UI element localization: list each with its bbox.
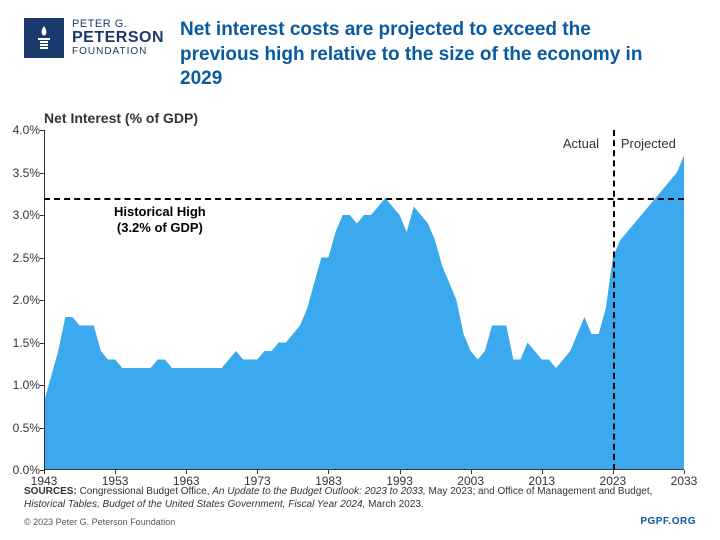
footer: SOURCES: Congressional Budget Office, An… bbox=[24, 485, 696, 528]
logo-torch-icon bbox=[24, 18, 64, 58]
y-tick-label: 2.0% bbox=[2, 293, 40, 307]
y-tick-label: 3.0% bbox=[2, 208, 40, 222]
x-tick-mark bbox=[115, 470, 116, 474]
y-tick-label: 3.5% bbox=[2, 166, 40, 180]
historical-high-line bbox=[44, 198, 684, 200]
sources-italic-2: Historical Tables, Budget of the United … bbox=[24, 499, 365, 510]
projected-label: Projected bbox=[621, 136, 676, 151]
copyright: © 2023 Peter G. Peterson Foundation bbox=[24, 516, 696, 528]
x-tick-mark bbox=[542, 470, 543, 474]
y-tick-label: 4.0% bbox=[2, 123, 40, 137]
y-tick-mark bbox=[40, 258, 44, 259]
x-tick-mark bbox=[400, 470, 401, 474]
y-tick-mark bbox=[40, 215, 44, 216]
y-tick-mark bbox=[40, 173, 44, 174]
x-tick-mark bbox=[257, 470, 258, 474]
x-tick-mark bbox=[613, 470, 614, 474]
y-tick-mark bbox=[40, 385, 44, 386]
x-axis-line bbox=[44, 469, 684, 470]
x-tick-mark bbox=[328, 470, 329, 474]
x-tick-mark bbox=[471, 470, 472, 474]
y-tick-label: 1.5% bbox=[2, 336, 40, 350]
y-tick-label: 1.0% bbox=[2, 378, 40, 392]
x-tick-mark bbox=[186, 470, 187, 474]
x-tick-mark bbox=[684, 470, 685, 474]
y-tick-mark bbox=[40, 343, 44, 344]
footer-url: PGPF.ORG bbox=[640, 515, 696, 529]
logo-text: PETER G. PETERSON FOUNDATION bbox=[72, 19, 164, 58]
y-tick-label: 0.5% bbox=[2, 421, 40, 435]
sources-label: SOURCES: bbox=[24, 486, 77, 497]
chart-title: Net interest costs are projected to exce… bbox=[180, 18, 660, 92]
x-tick-mark bbox=[44, 470, 45, 474]
y-axis-title: Net Interest (% of GDP) bbox=[0, 102, 720, 130]
logo-line2: PETERSON bbox=[72, 30, 164, 47]
historical-high-label-line2: (3.2% of GDP) bbox=[117, 220, 203, 235]
sources-text-2: May 2023; and Office of Management and B… bbox=[426, 486, 653, 497]
header: PETER G. PETERSON FOUNDATION Net interes… bbox=[0, 0, 720, 102]
sources-italic-1: An Update to the Budget Outlook: 2023 to… bbox=[212, 486, 426, 497]
y-tick-mark bbox=[40, 428, 44, 429]
y-tick-label: 2.5% bbox=[2, 251, 40, 265]
area-chart bbox=[44, 130, 684, 470]
y-tick-mark bbox=[40, 130, 44, 131]
actual-projected-divider bbox=[613, 130, 615, 470]
sources-text-1: Congressional Budget Office, bbox=[77, 486, 212, 497]
historical-high-label: Historical High (3.2% of GDP) bbox=[114, 204, 206, 235]
y-tick-mark bbox=[40, 300, 44, 301]
logo: PETER G. PETERSON FOUNDATION bbox=[24, 18, 164, 58]
sources-line: SOURCES: Congressional Budget Office, An… bbox=[24, 485, 696, 512]
historical-high-label-line1: Historical High bbox=[114, 204, 206, 219]
y-axis-line bbox=[44, 130, 45, 470]
logo-line3: FOUNDATION bbox=[72, 47, 164, 58]
sources-text-3: March 2023. bbox=[365, 499, 423, 510]
chart-area: Historical High (3.2% of GDP) Actual Pro… bbox=[44, 130, 684, 470]
actual-label: Actual bbox=[563, 136, 599, 151]
